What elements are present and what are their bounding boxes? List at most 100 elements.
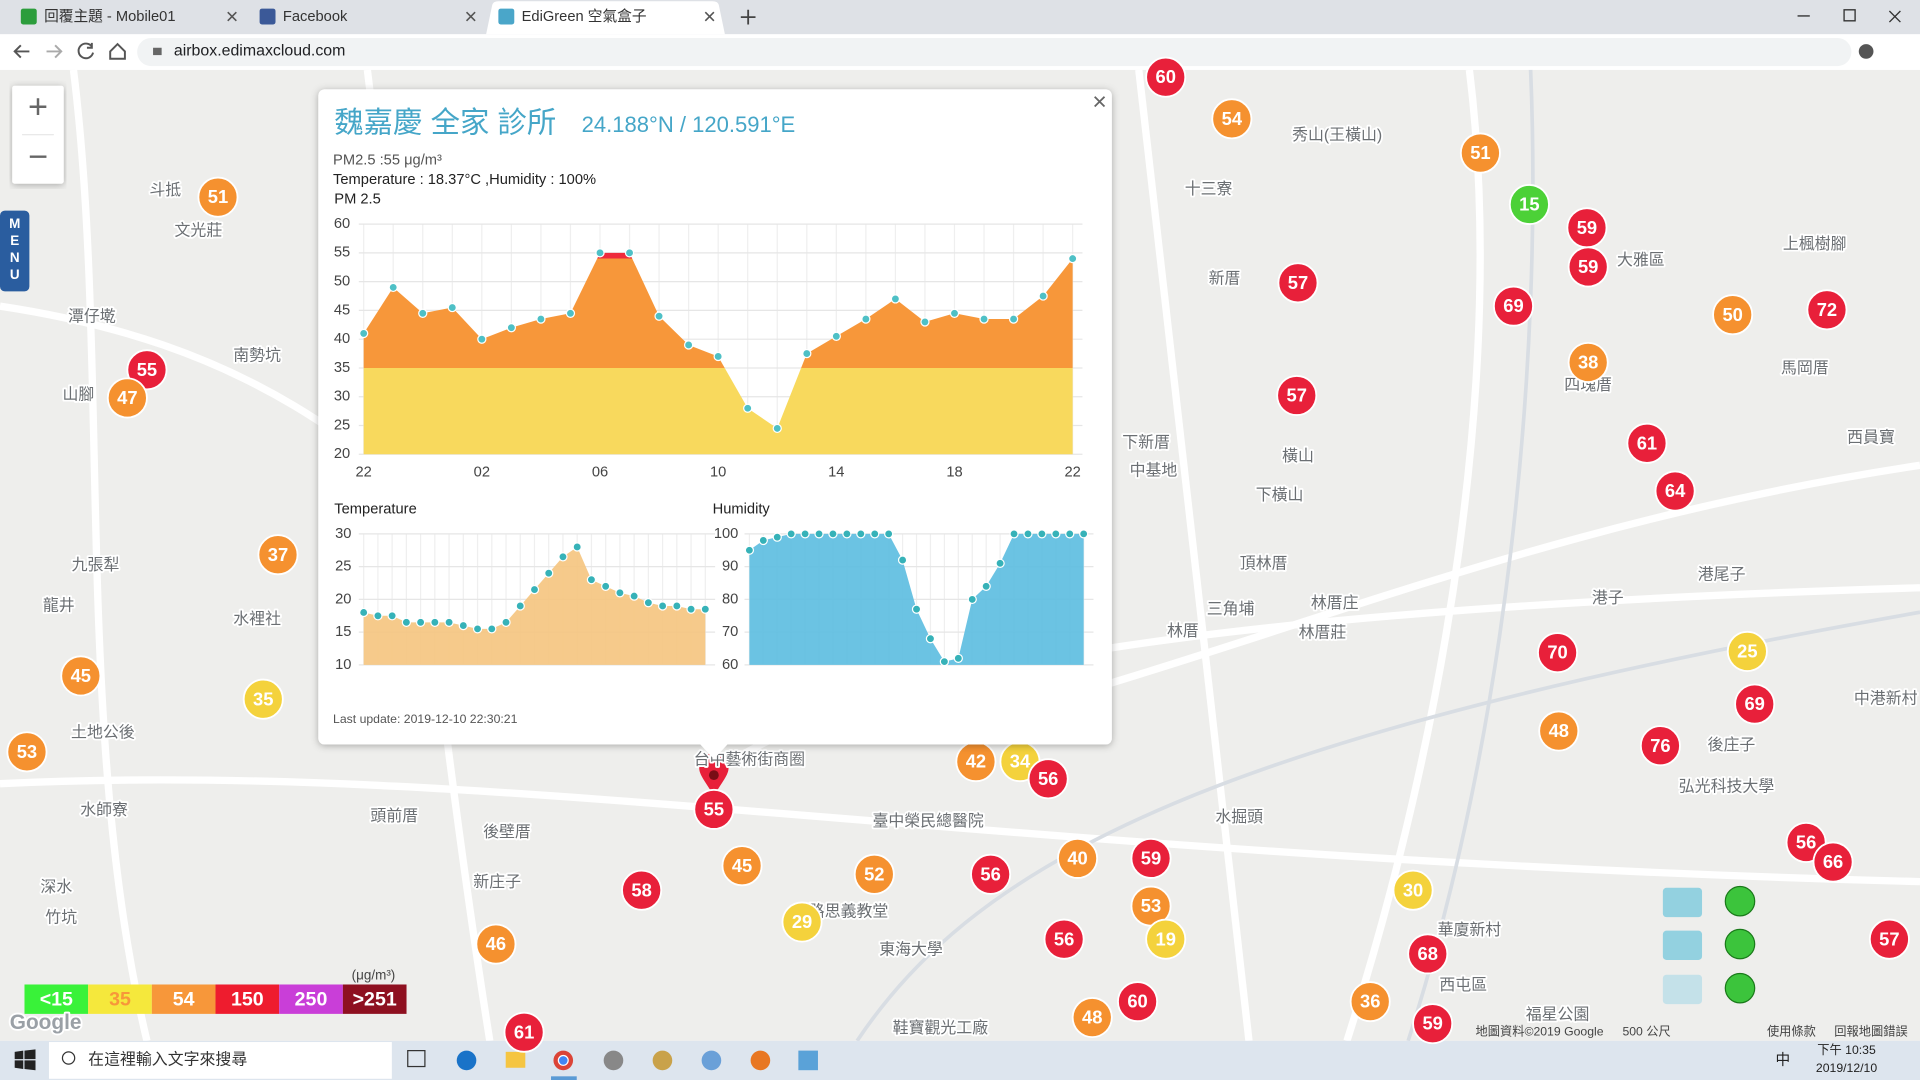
station-value: 34 (1010, 751, 1031, 772)
y-tick-label: 15 (335, 624, 351, 640)
data-point (487, 624, 497, 634)
start-button[interactable] (14, 1049, 36, 1071)
station-marker[interactable] (1508, 183, 1550, 225)
station-value: 45 (71, 665, 91, 686)
close-button[interactable] (1094, 96, 1106, 108)
station-marker[interactable] (1145, 56, 1187, 98)
station-marker[interactable] (197, 176, 239, 218)
data-point (743, 403, 753, 413)
data-point (1023, 529, 1033, 539)
place-label: 土地公後 (71, 724, 135, 742)
station-marker[interactable] (1057, 837, 1099, 879)
omnibox[interactable] (137, 37, 1852, 67)
place-label: 潭仔墘 (68, 307, 116, 325)
station-marker[interactable] (1043, 918, 1085, 960)
station-value: 56 (1054, 928, 1074, 949)
station-value: 70 (1547, 642, 1567, 663)
station-value: 30 (1403, 879, 1423, 900)
station-marker[interactable] (1734, 683, 1776, 725)
station-marker[interactable] (6, 731, 48, 773)
place-label: 中基地 (1130, 462, 1178, 480)
station-marker[interactable] (621, 869, 663, 911)
station-marker[interactable] (60, 655, 102, 697)
station-marker[interactable] (1071, 997, 1113, 1039)
station-value: 55 (137, 359, 157, 380)
station-marker[interactable] (475, 923, 517, 965)
station-marker[interactable] (1211, 98, 1253, 140)
station-marker[interactable] (1712, 294, 1754, 336)
place-label: 西員寶 (1847, 428, 1895, 447)
place-label: 斗抵 (149, 181, 181, 199)
station-marker[interactable] (970, 853, 1012, 895)
station-marker[interactable] (1538, 710, 1580, 752)
station-marker[interactable] (257, 534, 299, 576)
station-marker[interactable] (1276, 375, 1318, 417)
station-marker[interactable] (693, 788, 735, 830)
station-marker[interactable] (126, 349, 168, 391)
station-marker[interactable] (1537, 632, 1579, 674)
station-value: 59 (1422, 1013, 1442, 1034)
station-marker[interactable] (1407, 933, 1449, 975)
tab-close[interactable] (227, 11, 715, 22)
station-marker[interactable] (1492, 285, 1534, 327)
station-marker[interactable] (1117, 981, 1159, 1023)
station-marker[interactable] (503, 1011, 545, 1053)
station-marker[interactable] (1027, 758, 1069, 800)
data-point (401, 617, 412, 627)
station-marker[interactable] (1868, 918, 1910, 960)
profile-icon[interactable] (1858, 44, 1874, 59)
station-marker[interactable] (1806, 289, 1848, 331)
station-value: 59 (1577, 217, 1597, 238)
station-marker[interactable] (853, 853, 895, 895)
station-value: 60 (1127, 991, 1147, 1012)
station-marker[interactable] (1639, 725, 1681, 767)
y-tick-label: 80 (722, 591, 738, 607)
data-point (828, 529, 838, 539)
station-marker[interactable] (1145, 918, 1187, 960)
data-point (897, 555, 908, 565)
station-marker[interactable] (1726, 630, 1768, 672)
search-box[interactable] (48, 1042, 392, 1079)
window-controls[interactable] (1797, 9, 1901, 23)
station-value: 51 (1470, 142, 1490, 163)
station-marker[interactable] (1392, 869, 1434, 911)
station-marker[interactable] (1130, 837, 1172, 879)
station-marker[interactable] (1349, 981, 1391, 1023)
station-marker[interactable] (1459, 132, 1501, 174)
chart-title: Humidity (713, 501, 771, 517)
menu-label[interactable]: MENU (9, 216, 21, 283)
data-point (758, 535, 768, 546)
data-point (939, 656, 950, 667)
station-marker[interactable] (1626, 422, 1668, 464)
tab-title: EdiGreen 空氣盒子 (522, 8, 647, 25)
station-marker[interactable] (1277, 262, 1319, 304)
data-point (967, 594, 977, 605)
station-marker[interactable] (242, 678, 284, 720)
favicon (20, 8, 37, 25)
place-label: 中港新村 (1854, 689, 1918, 707)
data-point (529, 584, 540, 595)
popup-updated: Last update: 2019-12-10 22:30:21 (333, 712, 518, 726)
station-marker[interactable] (106, 377, 148, 419)
data-point (925, 634, 936, 644)
new-tab[interactable] (740, 9, 756, 25)
nav-buttons[interactable] (13, 42, 126, 60)
y-tick-label: 55 (334, 245, 350, 261)
place-label: 馬岡厝 (1781, 360, 1829, 377)
active-tab[interactable] (486, 1, 725, 35)
station-value: 56 (1038, 768, 1058, 789)
data-point (800, 529, 810, 539)
station-marker[interactable] (1412, 1003, 1454, 1045)
station-marker[interactable] (781, 901, 823, 943)
station-value: 56 (980, 863, 1000, 884)
taskbar-icons[interactable] (407, 1050, 818, 1080)
station-marker[interactable] (721, 845, 763, 887)
x-tick-label: 06 (592, 465, 608, 481)
station-value: 58 (631, 879, 651, 900)
menu-tab[interactable] (0, 210, 30, 292)
station-marker[interactable] (1654, 470, 1696, 512)
station-marker[interactable] (1567, 246, 1609, 288)
station-marker[interactable] (1567, 341, 1609, 383)
data-point (870, 529, 880, 539)
station-marker[interactable] (1812, 841, 1854, 883)
